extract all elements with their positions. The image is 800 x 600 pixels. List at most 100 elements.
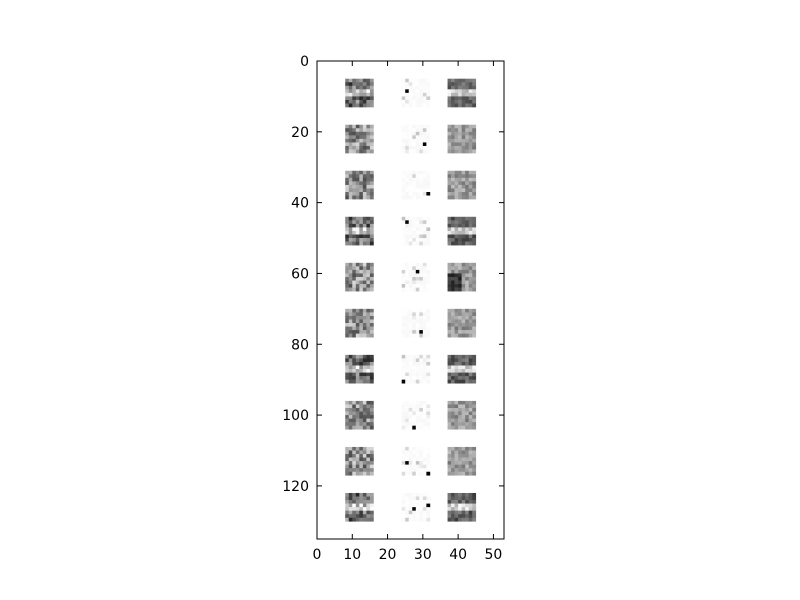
pixel-cell [447, 234, 452, 239]
pixel-cell [345, 124, 350, 129]
pixel-cell [451, 124, 455, 129]
pixel-cell [369, 308, 374, 313]
pixel-cell [345, 241, 350, 246]
pixel-cell [461, 415, 466, 419]
pixel-cell [472, 308, 477, 313]
pixel-cell [405, 319, 410, 324]
pixel-cell [415, 124, 420, 129]
pixel-cell [348, 514, 353, 519]
pixel-cell [412, 517, 417, 522]
pixel-cell [472, 238, 477, 242]
pixel-cell [415, 142, 420, 147]
pixel-cell [465, 425, 470, 430]
pixel-cell [458, 492, 462, 497]
pixel-cell [415, 369, 420, 373]
pixel-cell [458, 308, 462, 313]
pixel-cell [415, 227, 420, 232]
pixel-cell [454, 131, 459, 136]
pixel-cell [419, 333, 424, 338]
pixel-cell [422, 174, 427, 179]
pixel-cell [401, 365, 406, 370]
pixel-cell [468, 323, 473, 327]
pixel-cell [405, 372, 410, 377]
pixel-cell [405, 361, 410, 366]
pixel-cell [458, 372, 462, 377]
pixel-cell [426, 358, 431, 363]
pixel-cell [348, 372, 353, 377]
pixel-cell [465, 464, 470, 469]
pixel-cell [465, 517, 470, 522]
pixel-cell [454, 457, 459, 462]
pixel-cell [345, 411, 350, 416]
pixel-cell [422, 354, 427, 359]
pixel-cell [408, 273, 413, 278]
pixel-cell [412, 496, 417, 501]
pixel-cell [415, 177, 420, 182]
pixel-cell [419, 284, 424, 288]
pixel-cell [401, 308, 406, 313]
pixel-cell [451, 326, 455, 331]
pixel-cell [408, 170, 413, 175]
pixel-cell [454, 96, 459, 101]
pixel-cell [369, 468, 374, 473]
pixel-cell [366, 461, 371, 465]
pixel-cell [408, 503, 413, 508]
pixel-cell [352, 361, 357, 366]
pixel-cell [426, 507, 431, 511]
pixel-cell [345, 276, 350, 281]
pixel-cell [468, 145, 473, 150]
pixel-cell [359, 514, 364, 519]
pixel-cell [468, 379, 473, 384]
pixel-cell [345, 323, 350, 327]
pixel-cell [472, 379, 477, 384]
pixel-cell [447, 145, 452, 150]
pixel-cell [366, 284, 371, 288]
pixel-cell [352, 400, 357, 405]
pixel-cell [458, 507, 462, 511]
pixel-cell [415, 319, 420, 324]
pixel-cell [405, 188, 410, 193]
pixel-cell [447, 496, 452, 501]
pixel-cell [366, 503, 371, 508]
pixel-cell [419, 135, 424, 140]
pixel-cell [355, 170, 360, 175]
pixel-cell [345, 333, 350, 338]
pixel-cell [408, 266, 413, 271]
pixel-cell [352, 500, 357, 504]
pixel-cell [454, 407, 459, 412]
pixel-cell [362, 415, 367, 419]
pixel-cell [415, 376, 420, 380]
pixel-cell [458, 517, 462, 522]
pixel-cell [355, 220, 360, 225]
pixel-cell [345, 450, 350, 455]
pixel-cell [458, 149, 462, 154]
pixel-cell [454, 220, 459, 225]
pixel-cell [366, 238, 371, 242]
pixel-cell [405, 269, 410, 274]
pixel-cell [405, 241, 410, 246]
pixel-cell [426, 514, 431, 519]
image-tile [447, 78, 477, 108]
pixel-cell [369, 407, 374, 412]
image-tile [401, 216, 431, 246]
pixel-cell [405, 220, 410, 225]
pixel-cell [362, 503, 367, 508]
pixel-cell [401, 238, 406, 242]
pixel-cell [366, 149, 371, 154]
pixel-cell [472, 138, 477, 143]
pixel-cell [468, 266, 473, 271]
pixel-cell [366, 326, 371, 331]
pixel-cell [412, 471, 417, 476]
pixel-cell [408, 227, 413, 232]
pixel-cell [468, 99, 473, 104]
pixel-cell [447, 241, 452, 246]
pixel-cell [422, 507, 427, 511]
pixel-cell [461, 358, 466, 363]
pixel-cell [461, 464, 466, 469]
pixel-cell [447, 269, 452, 274]
pixel-cell [454, 461, 459, 465]
pixel-cell [472, 184, 477, 189]
pixel-cell [352, 407, 357, 412]
pixel-cell [352, 99, 357, 104]
pixel-cell [355, 496, 360, 501]
